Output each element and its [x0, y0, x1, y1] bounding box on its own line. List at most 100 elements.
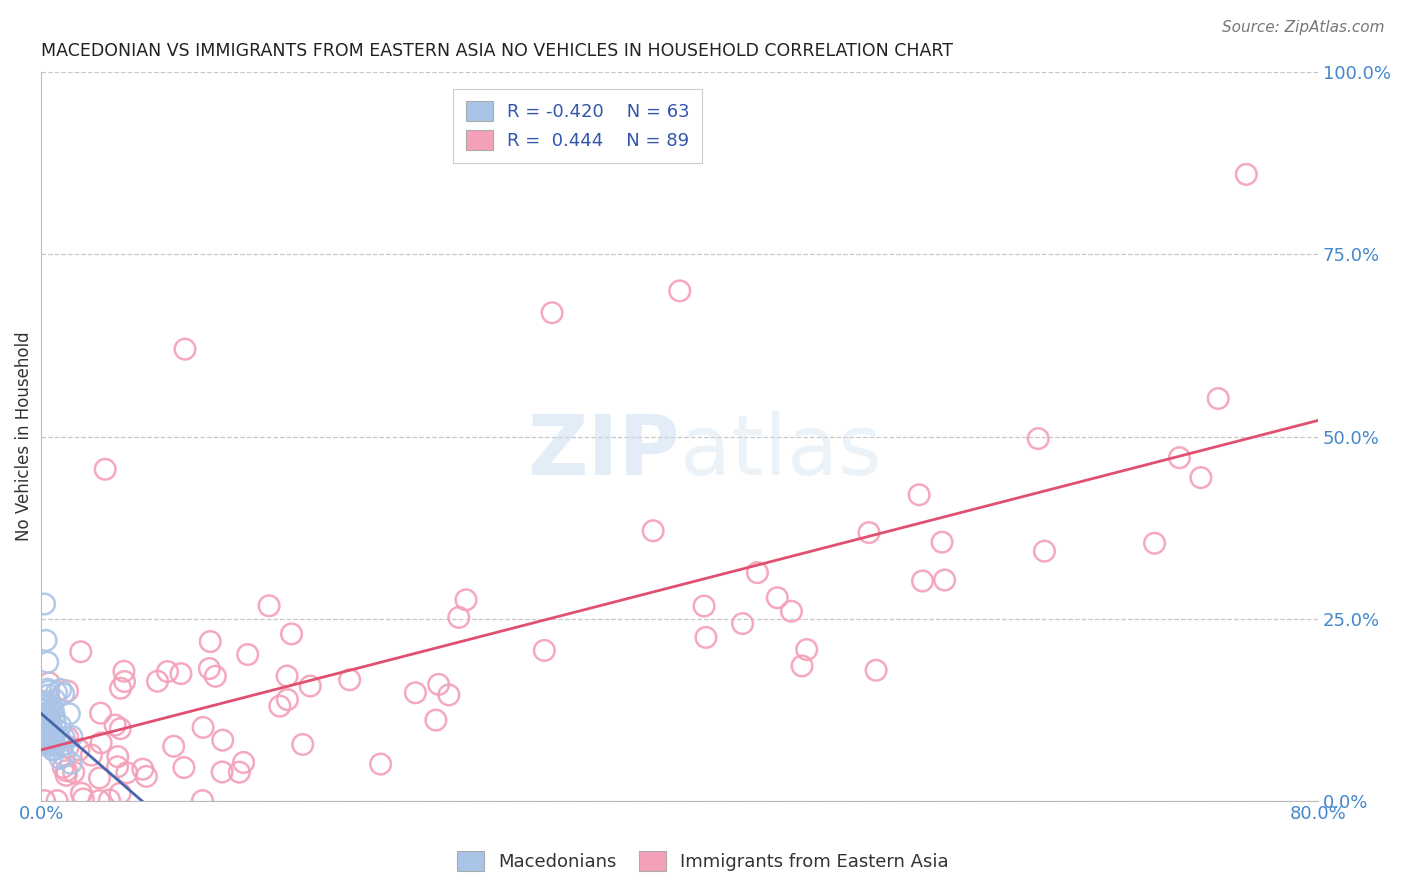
- Point: [191, 720, 214, 734]
- Point: [44, 716, 66, 731]
- Point: [865, 663, 887, 677]
- Point: [766, 591, 789, 605]
- Point: [39, 706, 62, 720]
- Point: [59, 756, 82, 771]
- Point: [447, 610, 470, 624]
- Point: [34, 719, 56, 733]
- Point: [72, 792, 94, 806]
- Point: [31, 723, 53, 738]
- Point: [34, 597, 56, 611]
- Point: [780, 604, 803, 618]
- Point: [35, 734, 58, 748]
- Point: [42, 743, 65, 757]
- Point: [228, 765, 250, 780]
- Point: [44, 709, 66, 723]
- Point: [39, 724, 62, 739]
- Point: [204, 669, 226, 683]
- Point: [70, 786, 93, 800]
- Point: [31, 730, 53, 744]
- Point: [37, 736, 59, 750]
- Point: [114, 674, 136, 689]
- Point: [55, 768, 77, 782]
- Point: [49, 719, 72, 733]
- Point: [35, 718, 58, 732]
- Point: [163, 739, 186, 754]
- Point: [37, 711, 59, 725]
- Point: [747, 566, 769, 580]
- Point: [35, 695, 58, 709]
- Point: [42, 731, 65, 745]
- Point: [90, 736, 112, 750]
- Point: [156, 665, 179, 679]
- Point: [31, 708, 53, 723]
- Point: [37, 722, 59, 736]
- Legend: Macedonians, Immigrants from Eastern Asia: Macedonians, Immigrants from Eastern Asi…: [450, 844, 956, 879]
- Point: [1206, 392, 1229, 406]
- Point: [38, 710, 60, 724]
- Point: [668, 284, 690, 298]
- Point: [107, 749, 129, 764]
- Text: Source: ZipAtlas.com: Source: ZipAtlas.com: [1222, 20, 1385, 35]
- Point: [1033, 544, 1056, 558]
- Point: [236, 648, 259, 662]
- Point: [908, 488, 931, 502]
- Point: [404, 686, 426, 700]
- Point: [90, 706, 112, 721]
- Point: [42, 742, 65, 756]
- Point: [107, 760, 129, 774]
- Point: [35, 713, 58, 727]
- Point: [110, 722, 132, 736]
- Point: [44, 692, 66, 706]
- Point: [112, 665, 135, 679]
- Point: [257, 599, 280, 613]
- Point: [276, 692, 298, 706]
- Point: [200, 634, 222, 648]
- Point: [232, 756, 254, 770]
- Point: [191, 794, 214, 808]
- Point: [170, 666, 193, 681]
- Point: [280, 627, 302, 641]
- Point: [69, 645, 91, 659]
- Point: [31, 695, 53, 709]
- Point: [44, 730, 66, 744]
- Point: [41, 737, 63, 751]
- Point: [146, 674, 169, 689]
- Point: [32, 737, 55, 751]
- Point: [931, 535, 953, 549]
- Point: [37, 655, 59, 669]
- Point: [58, 739, 80, 754]
- Point: [173, 761, 195, 775]
- Point: [49, 682, 72, 697]
- Point: [35, 735, 58, 749]
- Point: [198, 661, 221, 675]
- Point: [53, 749, 76, 764]
- Point: [37, 706, 59, 720]
- Point: [45, 685, 67, 699]
- Point: [60, 730, 83, 744]
- Point: [269, 699, 291, 714]
- Point: [1143, 536, 1166, 550]
- Point: [56, 730, 79, 744]
- Point: [211, 733, 233, 747]
- Point: [339, 673, 361, 687]
- Point: [796, 642, 818, 657]
- Point: [89, 794, 111, 808]
- Point: [89, 771, 111, 785]
- Point: [58, 706, 80, 721]
- Point: [37, 682, 59, 697]
- Point: [37, 710, 59, 724]
- Point: [34, 710, 56, 724]
- Point: [174, 342, 197, 356]
- Point: [35, 737, 58, 751]
- Point: [56, 684, 79, 698]
- Point: [94, 462, 117, 476]
- Point: [454, 592, 477, 607]
- Point: [108, 786, 131, 800]
- Point: [34, 713, 56, 727]
- Point: [731, 616, 754, 631]
- Point: [44, 738, 66, 752]
- Point: [104, 718, 127, 732]
- Point: [80, 748, 103, 763]
- Point: [32, 732, 55, 747]
- Text: atlas: atlas: [679, 410, 882, 491]
